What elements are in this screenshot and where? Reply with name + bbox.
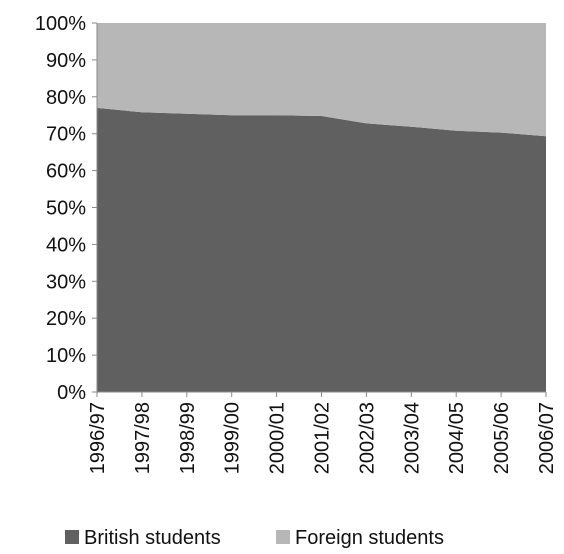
y-tick-label: 30% <box>46 271 86 293</box>
x-tick-label: 2005/06 <box>491 402 513 474</box>
x-tick-label: 1998/99 <box>177 402 199 474</box>
y-tick-label: 80% <box>46 87 86 109</box>
x-tick-label: 2004/05 <box>446 402 468 474</box>
legend-label: Foreign students <box>295 527 444 549</box>
y-tick-label: 0% <box>57 382 86 404</box>
y-tick-label: 60% <box>46 161 86 183</box>
y-tick-label: 50% <box>46 198 86 220</box>
x-tick-label: 1996/97 <box>87 402 109 474</box>
area-british-students <box>97 107 546 393</box>
x-tick-label: 2003/04 <box>401 402 423 474</box>
x-tick-label: 1997/98 <box>132 402 154 474</box>
x-tick-label: 2000/01 <box>267 402 289 474</box>
x-tick-label: 2002/03 <box>356 402 378 474</box>
x-tick-label: 1999/00 <box>222 402 244 474</box>
y-tick-label: 70% <box>46 124 86 146</box>
y-tick-label: 100% <box>35 13 86 35</box>
y-tick-label: 10% <box>46 345 86 367</box>
y-tick-label: 20% <box>46 308 86 330</box>
legend-label: British students <box>84 527 221 549</box>
legend-swatch <box>65 530 79 544</box>
legend-swatch <box>276 530 290 544</box>
area-foreign-students <box>97 23 546 137</box>
y-tick-label: 90% <box>46 50 86 72</box>
x-tick-label: 2006/07 <box>536 402 558 474</box>
x-tick-label: 2001/02 <box>312 402 334 474</box>
y-tick-label: 40% <box>46 234 86 256</box>
